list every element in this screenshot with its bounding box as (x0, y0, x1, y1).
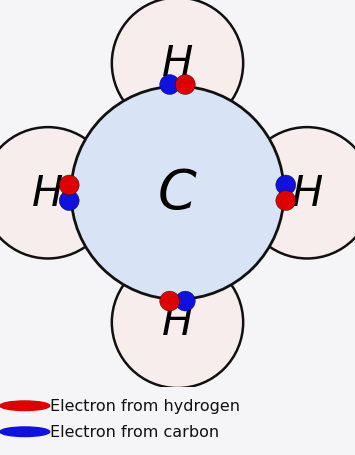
Circle shape (0, 401, 50, 410)
Text: H: H (32, 172, 64, 214)
Circle shape (276, 191, 296, 211)
Circle shape (59, 176, 79, 196)
Text: C: C (158, 167, 197, 220)
Text: H: H (162, 302, 193, 344)
Circle shape (241, 128, 355, 259)
Circle shape (175, 76, 195, 95)
Circle shape (71, 87, 284, 300)
Circle shape (276, 176, 296, 196)
Text: H: H (162, 43, 193, 85)
Circle shape (160, 292, 180, 311)
Circle shape (0, 128, 114, 259)
Circle shape (160, 76, 180, 95)
Circle shape (175, 292, 195, 311)
Circle shape (0, 427, 50, 437)
Circle shape (59, 191, 79, 211)
Circle shape (112, 257, 243, 388)
Text: Electron from hydrogen: Electron from hydrogen (50, 399, 240, 413)
Text: Electron from carbon: Electron from carbon (50, 425, 219, 439)
Circle shape (112, 0, 243, 130)
Text: H: H (291, 172, 323, 214)
